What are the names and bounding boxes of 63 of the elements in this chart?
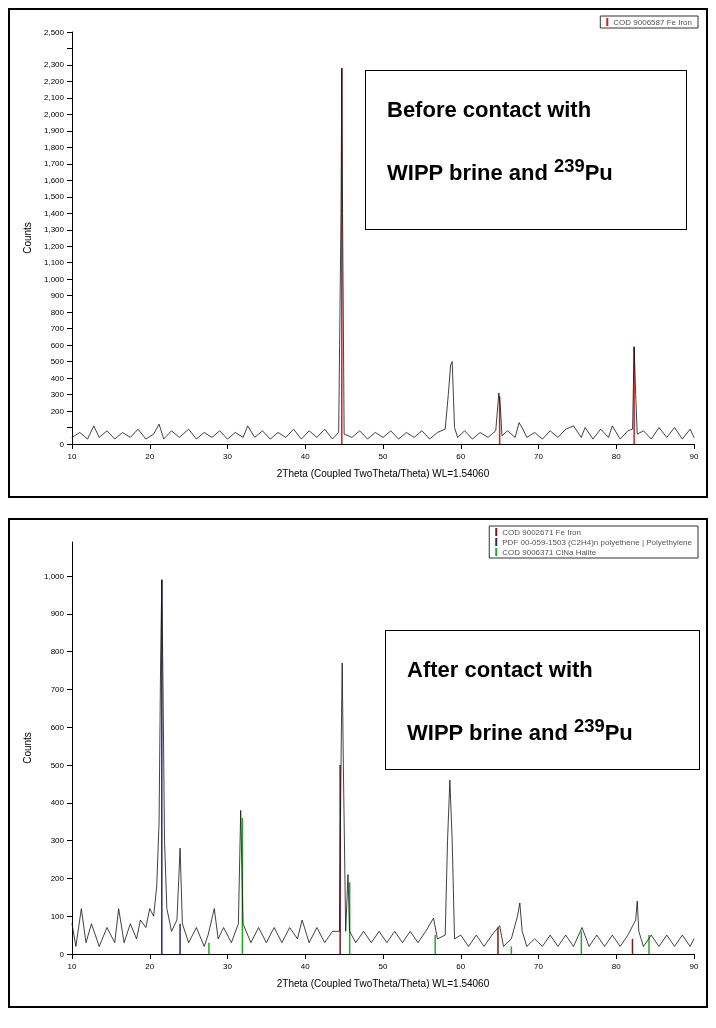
x-tick-label: 10 (67, 451, 77, 461)
x-tick-label: 80 (611, 451, 622, 461)
y-tick-label: 2,200 (43, 76, 65, 86)
y-tick-label: 800 (50, 307, 65, 317)
legend-label: COD 9006371 ClNa Halite (502, 547, 597, 557)
y-tick-label: 1,700 (43, 159, 65, 169)
x-axis-title: 2Theta (Coupled TwoTheta/Theta) WL=1.54060 (276, 977, 490, 989)
y-tick-label: 300 (50, 390, 65, 400)
y-tick-label: 1,400 (43, 208, 65, 218)
x-tick-label: 10 (67, 961, 77, 971)
y-tick-label: 1,600 (43, 175, 65, 185)
y-tick-label: 800 (50, 647, 65, 657)
legend-label: COD 9002671 Fe Iron (502, 527, 581, 537)
y-tick-label: 1,000 (43, 571, 65, 581)
x-tick-label: 90 (689, 961, 699, 971)
x-tick-label: 50 (378, 961, 388, 971)
y-tick-label: 700 (50, 324, 65, 334)
text: Before contact with WIPP brine and $^{239}$Pu (387, 97, 613, 186)
y-tick-label: 200 (50, 873, 65, 883)
y-tick-label: 2,000 (43, 109, 65, 119)
x-tick-label: 50 (378, 451, 388, 461)
y-tick-label: 1,000 (43, 274, 65, 284)
x-tick-label: 20 (145, 961, 155, 971)
text: After contact with WIPP brine and $^{239}$Pu (407, 657, 633, 746)
y-tick-label: 1,900 (43, 126, 65, 136)
y-tick-label: 0 (59, 439, 65, 449)
y-tick-label: 600 (50, 340, 65, 350)
legend-label: PDF 00-059-1503 (C2H4)n polyethene | Polyethylene (502, 537, 693, 547)
y-tick-label: 1,100 (43, 258, 65, 268)
y-tick-label: 500 (50, 357, 65, 367)
x-tick-label: 40 (300, 961, 311, 971)
y-tick-label: 500 (50, 760, 65, 770)
x-tick-label: 80 (611, 961, 622, 971)
x-tick-label: 30 (223, 451, 233, 461)
x-tick-label: 20 (145, 451, 155, 461)
y-tick-label: 900 (50, 291, 65, 301)
y-axis-title: Counts (21, 732, 33, 764)
y-tick-label: 900 (50, 609, 65, 619)
x-tick-label: 90 (689, 451, 699, 461)
legend-label: COD 9006587 Fe Iron (613, 17, 693, 27)
x-tick-label: 40 (300, 451, 311, 461)
x-tick-label: 70 (534, 451, 544, 461)
y-tick-label: 200 (50, 406, 65, 416)
x-axis-title: 2Theta (Coupled TwoTheta/Theta) WL=1.54060 (276, 467, 490, 479)
y-tick-label: 1,800 (43, 142, 65, 152)
y-tick-label: 600 (50, 722, 65, 732)
y-tick-label: 1,200 (43, 241, 65, 251)
x-tick-label: 60 (456, 961, 466, 971)
y-tick-label: 400 (50, 798, 65, 808)
y-tick-label: 1,500 (43, 192, 65, 202)
y-tick-label: 100 (50, 911, 65, 921)
y-axis-title: Counts (21, 222, 33, 254)
y-tick-label: 2,300 (43, 60, 65, 70)
x-tick-label: 30 (223, 961, 233, 971)
y-tick-label: 0 (59, 949, 65, 959)
x-tick-label: 60 (456, 451, 466, 461)
y-tick-label: 400 (50, 373, 65, 383)
y-tick-label: 1,300 (43, 225, 65, 235)
y-tick-label: 2,500 (43, 27, 65, 37)
y-tick-label: 300 (50, 836, 65, 846)
x-tick-label: 70 (534, 961, 544, 971)
y-tick-label: 2,100 (43, 93, 65, 103)
y-tick-label: 700 (50, 684, 65, 694)
